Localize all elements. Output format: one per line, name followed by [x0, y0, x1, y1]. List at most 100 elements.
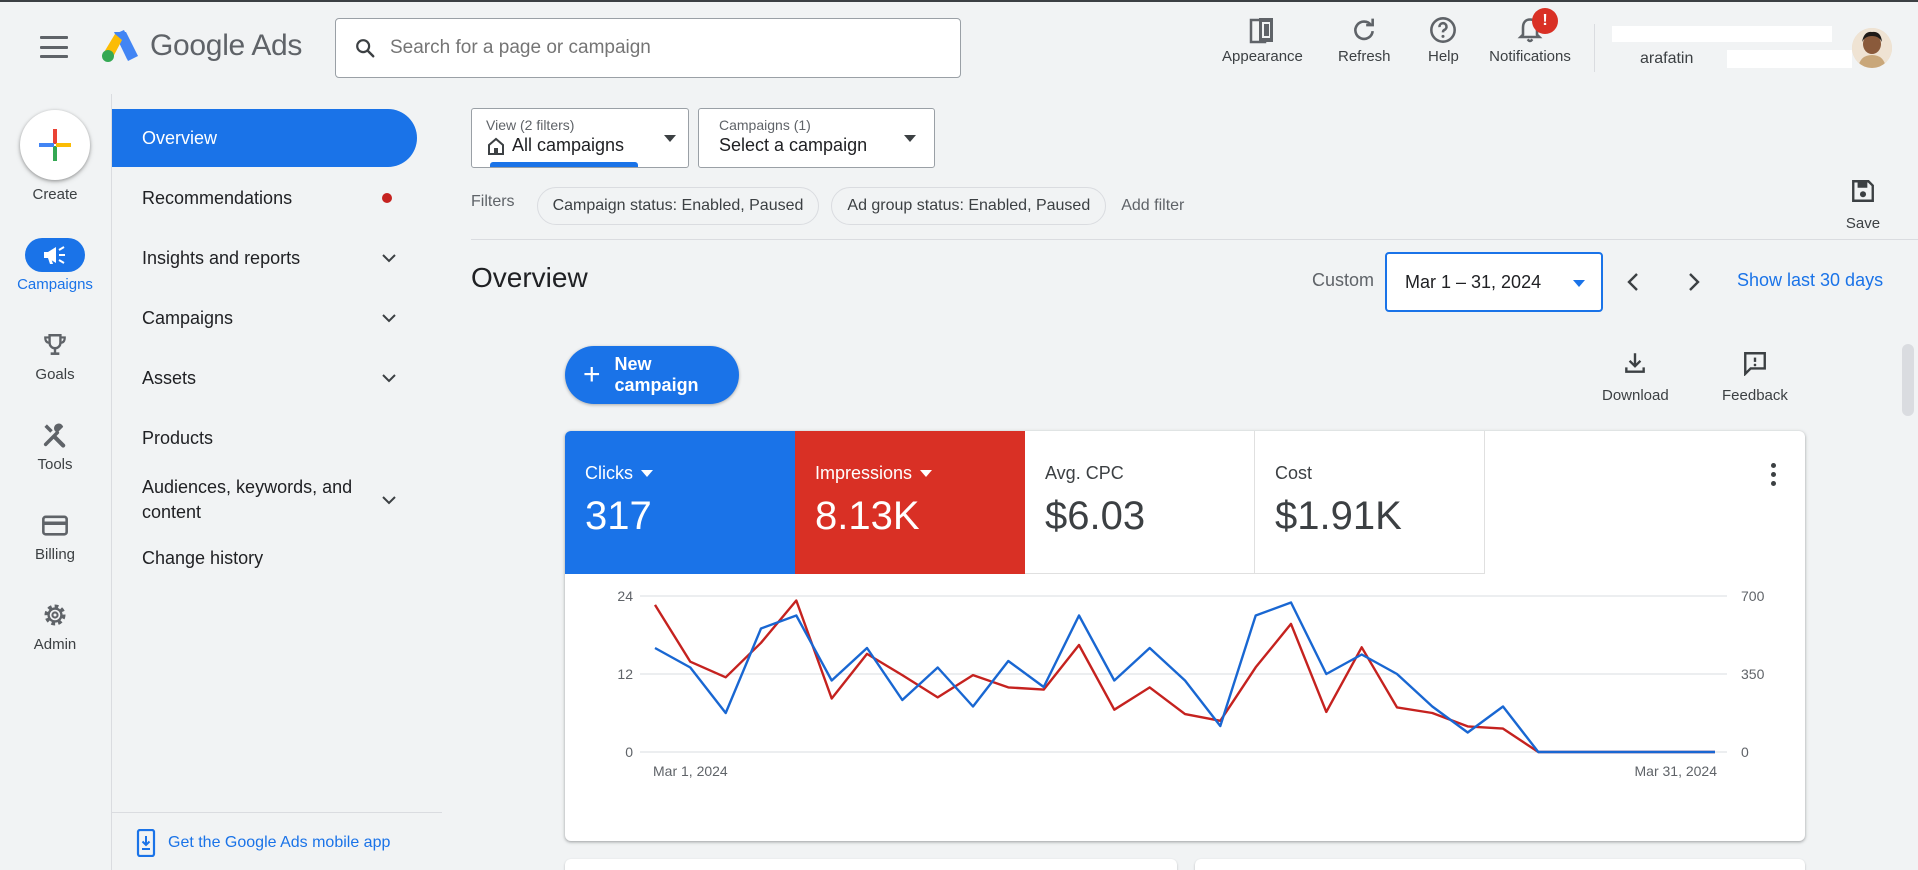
bottom-card-right [1195, 859, 1805, 870]
x-axis-tick-label: Mar 1, 2024 [653, 763, 728, 779]
scrollbar-thumb[interactable] [1902, 344, 1914, 416]
create-button[interactable] [20, 110, 90, 180]
plus-icon: + [583, 358, 601, 391]
date-range-value: Mar 1 – 31, 2024 [1405, 271, 1542, 292]
top-bar: Google Ads Appearance Refresh Help [0, 2, 1918, 94]
notification-badge: ! [1532, 8, 1558, 34]
refresh-icon [1354, 18, 1375, 41]
main-content: View (2 filters) All campaigns Campaigns… [441, 94, 1918, 870]
metric-label: Clicks [585, 463, 633, 483]
show-last-30-days-link[interactable]: Show last 30 days [1737, 270, 1884, 290]
search-icon [356, 39, 375, 58]
menu-icon[interactable] [40, 36, 68, 58]
metric-label: Cost [1275, 463, 1313, 483]
rail-create-label: Create [32, 186, 78, 203]
chevron-left-icon[interactable] [1622, 270, 1646, 294]
nav-item-products[interactable]: Products [112, 409, 417, 467]
filter-chip-ad-group-status[interactable]: Ad group status: Enabled, Paused [831, 187, 1107, 225]
add-filter-button[interactable]: Add filter [1121, 197, 1185, 214]
view-selector-label: View (2 filters) [486, 117, 575, 133]
nav-item-audiences-keywords-content[interactable]: Audiences, keywords, and content [112, 468, 417, 532]
campaign-selector[interactable]: Campaigns (1) Select a campaign [698, 108, 935, 168]
tools-pill [25, 418, 85, 452]
date-range-picker[interactable]: Mar 1 – 31, 2024 [1385, 252, 1603, 312]
help-button[interactable]: Help [1428, 16, 1459, 65]
save-label: Save [1845, 215, 1881, 232]
refresh-button[interactable]: Refresh [1338, 16, 1391, 65]
right-axis-tick-label: 700 [1741, 588, 1765, 604]
rail-item-billing[interactable]: Billing [0, 508, 110, 563]
search-box[interactable] [335, 18, 961, 78]
dropdown-caret-icon [1573, 280, 1585, 287]
rail-tools-label: Tools [37, 456, 73, 473]
view-selector[interactable]: View (2 filters) All campaigns [471, 108, 689, 168]
rail-item-tools[interactable]: Tools [0, 418, 110, 473]
admin-pill [25, 598, 85, 632]
metric-value: $1.91K [1275, 494, 1402, 538]
nav-item-label: Products [142, 427, 214, 448]
left-axis-tick-label: 24 [617, 588, 633, 604]
view-selector-value: All campaigns [512, 135, 625, 155]
billing-pill [25, 508, 85, 542]
chevron-down-icon [382, 496, 396, 505]
left-axis-tick-label: 0 [625, 744, 633, 760]
divider [471, 239, 1918, 240]
help-icon [1430, 17, 1457, 43]
google-ads-logo[interactable]: Google Ads [100, 28, 302, 64]
mobile-app-link-text: Get the Google Ads mobile app [168, 833, 391, 851]
dropdown-caret-icon [664, 135, 676, 142]
appearance-label: Appearance [1222, 48, 1303, 65]
more-options-icon[interactable] [1763, 463, 1783, 489]
campaign-selector-value: Select a campaign [719, 135, 868, 155]
credit-card-icon [42, 515, 68, 536]
nav-item-label: Assets [142, 367, 197, 388]
nav-item-label: Change history [142, 547, 264, 568]
page-title: Overview [471, 262, 588, 293]
rail-item-admin[interactable]: Admin [0, 598, 110, 653]
redacted-region [1727, 50, 1852, 68]
nav-item-assets[interactable]: Assets [112, 349, 417, 407]
nav-item-overview[interactable]: Overview [112, 109, 417, 167]
feedback-button[interactable]: Feedback [1722, 350, 1788, 404]
notifications-button[interactable]: ! Notifications [1484, 8, 1576, 65]
nav-item-recommendations[interactable]: Recommendations [112, 169, 417, 227]
save-button[interactable]: Save [1839, 178, 1887, 232]
metric-cost[interactable]: Cost $1.91K [1255, 431, 1485, 574]
performance-line-chart: 0 12 24 0 350 700 Mar 1, 2024 Mar 31, 2024 [617, 588, 1765, 779]
metric-clicks[interactable]: Clicks 317 [565, 431, 795, 574]
goals-pill [25, 328, 85, 362]
google-ads-logo-icon [102, 30, 138, 62]
appearance-icon [1250, 18, 1274, 44]
dropdown-caret-icon [904, 135, 916, 142]
mobile-app-link[interactable]: Get the Google Ads mobile app [112, 812, 442, 870]
metric-impressions[interactable]: Impressions 8.13K [795, 431, 1025, 574]
download-button[interactable]: Download [1602, 350, 1669, 404]
avatar[interactable] [1852, 28, 1892, 68]
appearance-button[interactable]: Appearance [1222, 16, 1303, 65]
download-label: Download [1602, 387, 1669, 404]
account-name: arafatin [1640, 50, 1694, 67]
nav-item-campaigns[interactable]: Campaigns [112, 289, 417, 347]
view-selector-value-row: All campaigns [486, 135, 674, 156]
rail-item-campaigns[interactable]: Campaigns [0, 238, 110, 293]
rail-campaigns-label: Campaigns [17, 276, 93, 293]
nav-item-change-history[interactable]: Change history [112, 529, 417, 587]
side-nav: Overview Recommendations Insights and re… [111, 94, 442, 870]
account-switcher[interactable]: arafatin [1612, 22, 1852, 72]
filter-chip-campaign-status[interactable]: Campaign status: Enabled, Paused [536, 187, 820, 225]
chevron-right-icon[interactable] [1681, 270, 1705, 294]
refresh-label: Refresh [1338, 48, 1391, 65]
metric-value: 8.13K [815, 494, 920, 538]
nav-item-label: Audiences, keywords, and content [142, 477, 353, 522]
x-axis-tick-label: Mar 31, 2024 [1635, 763, 1718, 779]
new-campaign-button[interactable]: + New campaign [565, 346, 739, 404]
series-line-impressions [653, 599, 1715, 754]
search-input[interactable] [390, 37, 930, 59]
rail-create-label-wrap[interactable]: Create [0, 182, 110, 203]
nav-item-insights-and-reports[interactable]: Insights and reports [112, 229, 417, 287]
metric-avg-cpc[interactable]: Avg. CPC $6.03 [1025, 431, 1255, 574]
megaphone-icon [44, 246, 65, 264]
nav-item-label: Insights and reports [142, 247, 301, 268]
nav-item-label: Overview [142, 127, 218, 148]
rail-item-goals[interactable]: Goals [0, 328, 110, 383]
